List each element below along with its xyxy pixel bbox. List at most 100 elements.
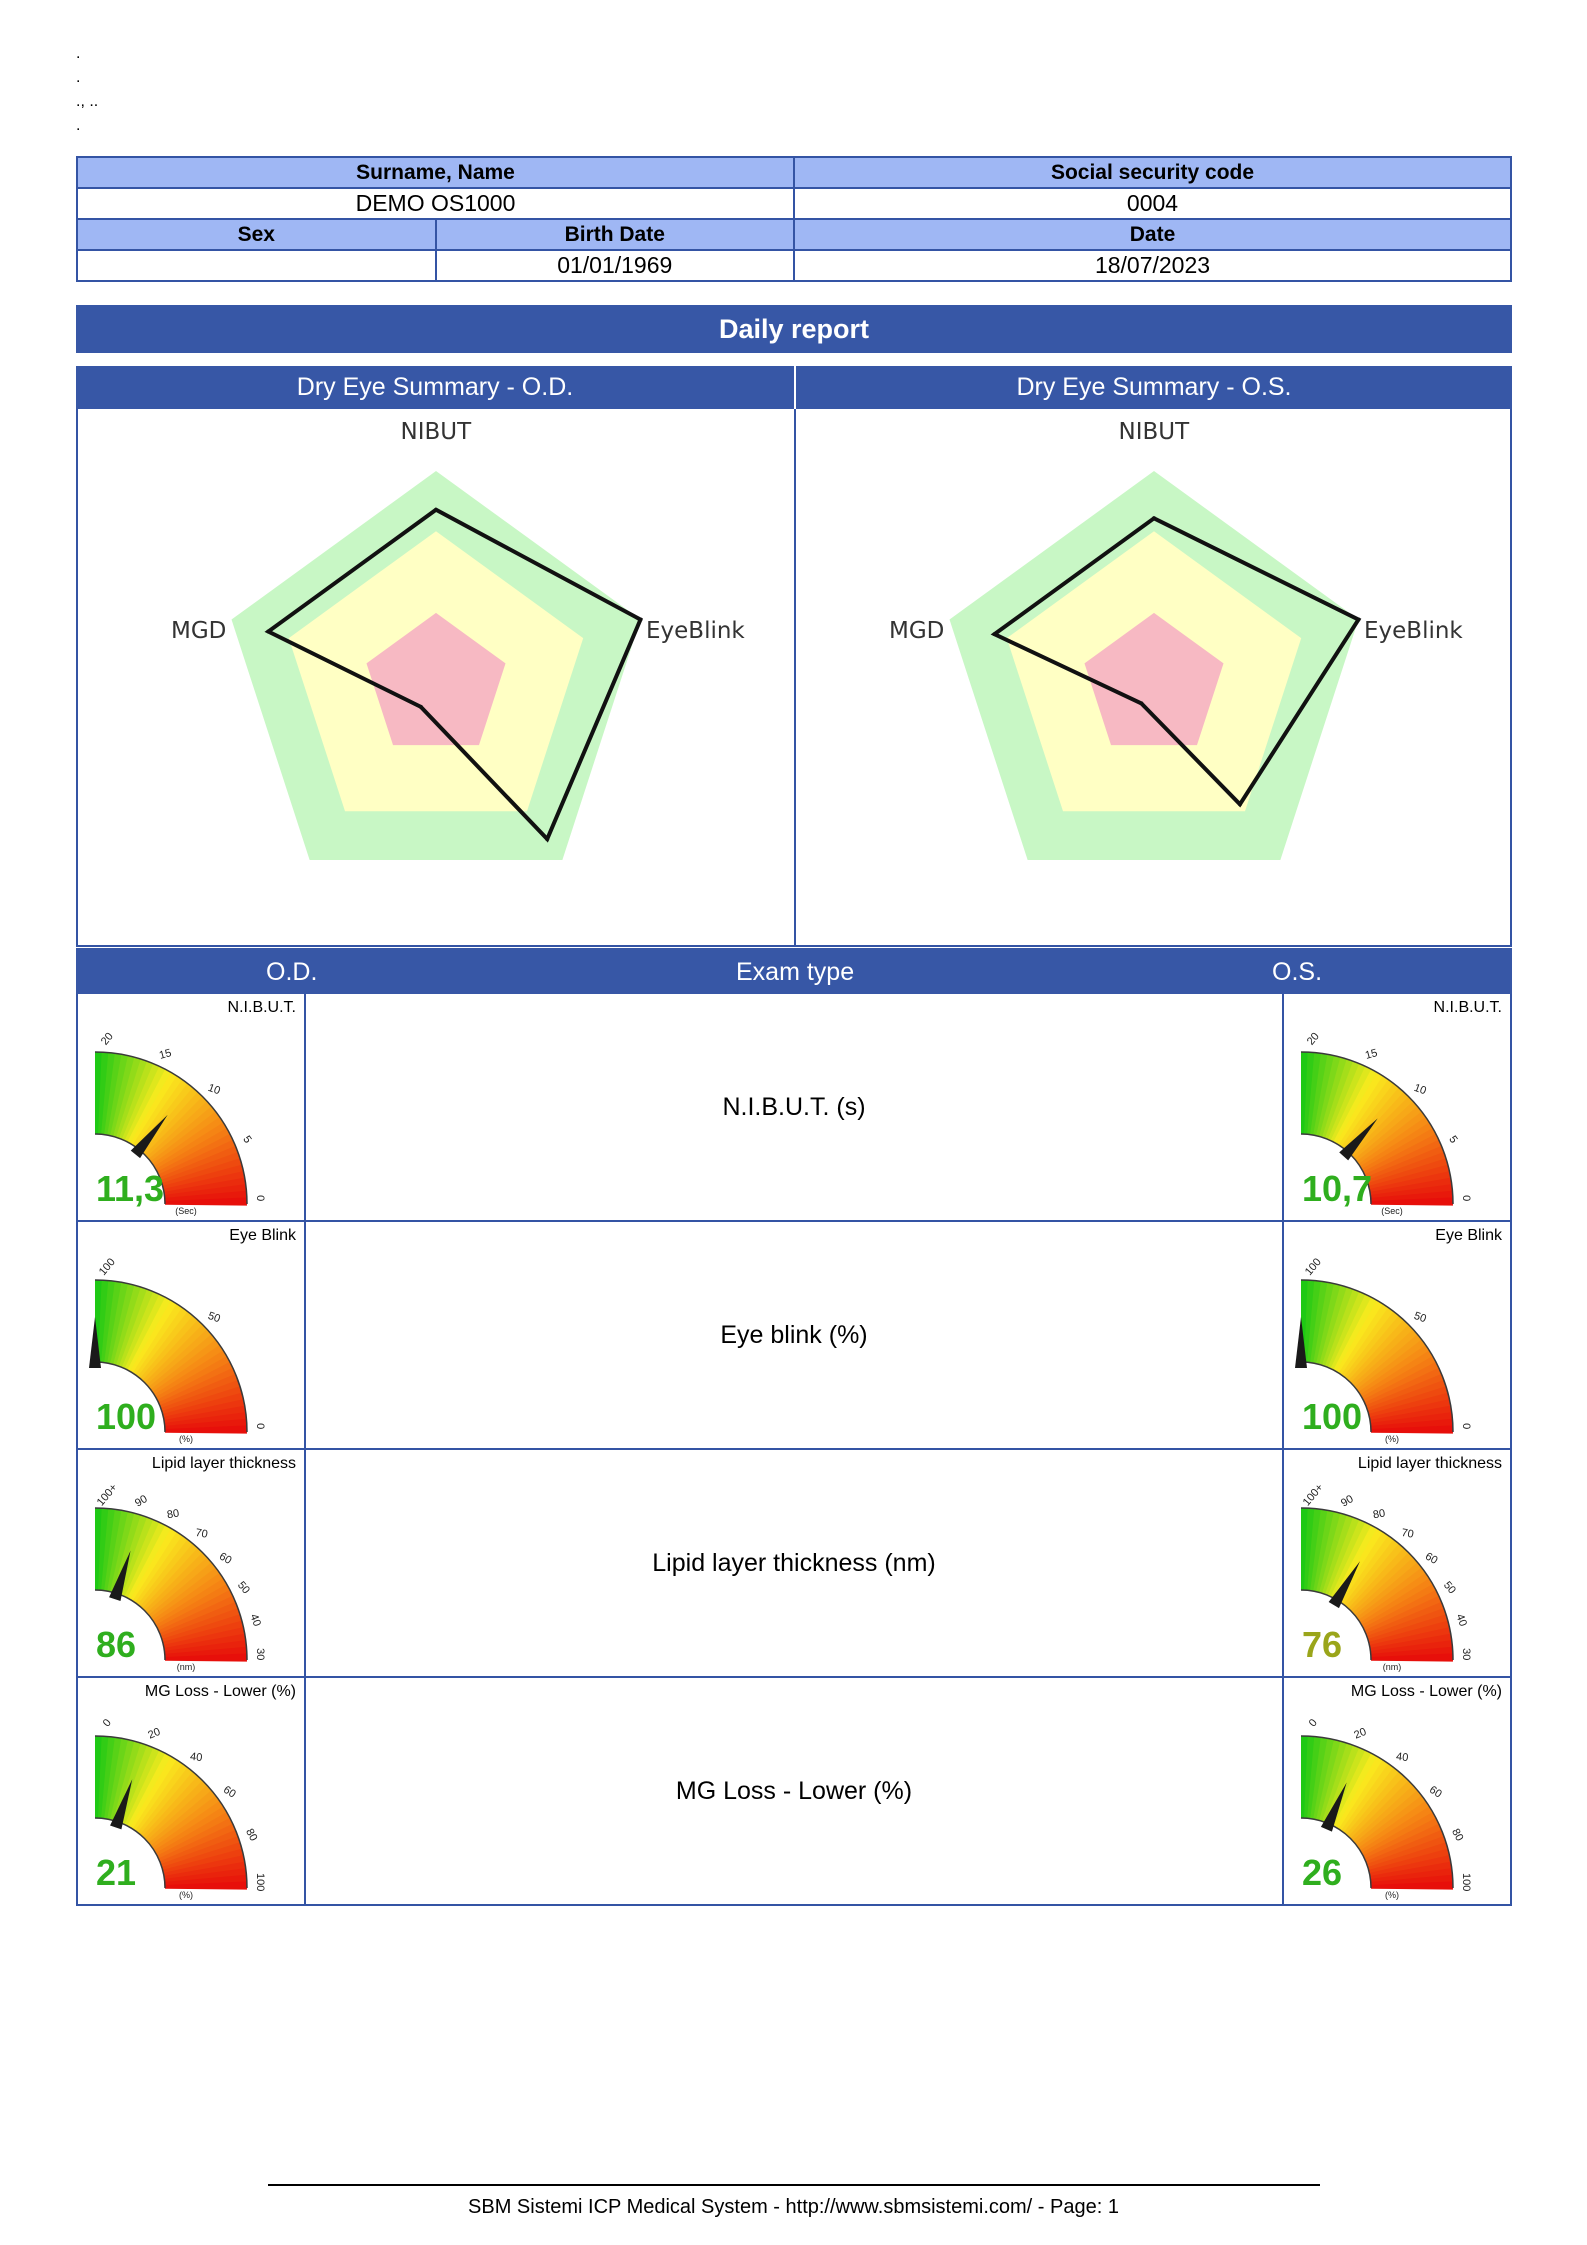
- gauge-rim: [1300, 1279, 1454, 1433]
- gauge-arc-segment: [139, 1315, 199, 1381]
- gauge-od: N.I.B.U.T. 20 15 10 5 0 (Sec) 11,3: [78, 994, 306, 1220]
- gauge-arc-segment: [163, 1177, 246, 1196]
- gauge-arc-segment: [1348, 1319, 1410, 1384]
- gauge-tick-label: 80: [166, 1507, 180, 1521]
- gauge-tick-label: 100+: [95, 1482, 120, 1509]
- gauge-arc-segment: [1363, 1133, 1440, 1176]
- gauge-arc-segment: [161, 1614, 243, 1643]
- gauge-title: Lipid layer thickness: [1357, 1455, 1502, 1472]
- gauge-arc-segment: [162, 1848, 244, 1874]
- gauge-arc-segment: [148, 1334, 217, 1390]
- radar-zone-red: [1084, 612, 1224, 746]
- gauge-arc-segment: [1343, 1083, 1400, 1151]
- gauge-arc-segment: [135, 1307, 189, 1377]
- gauge-value: 21: [96, 1852, 137, 1893]
- gauge-tick-label: 40: [247, 1612, 262, 1628]
- radar-chart-os: [949, 471, 1362, 860]
- radar-series-line: [264, 507, 644, 843]
- gauge-rim: [94, 1279, 248, 1433]
- header-mark: .: [76, 45, 81, 62]
- gauge-arc-segment: [159, 1145, 239, 1181]
- gauge-arc-segment: [1368, 1164, 1450, 1190]
- gauge-arc-segment: [1368, 1392, 1450, 1418]
- gauge-title: MG Loss - Lower (%): [144, 1683, 296, 1700]
- gauge-arc-segment: [155, 1584, 231, 1629]
- gauge-tick-label: 100+: [1301, 1482, 1326, 1509]
- gauge-tick-label: 10: [1412, 1082, 1428, 1097]
- gauge-arc-segment: [118, 1289, 155, 1368]
- gauge-rim: [94, 1133, 166, 1205]
- gauge-arc-segment: [1370, 1184, 1453, 1199]
- gauge-tick-label: 30: [254, 1648, 266, 1660]
- gauge-arc-segment: [164, 1425, 247, 1434]
- gauge-arc-segment: [1356, 1795, 1427, 1849]
- gauge-arc-segment: [1343, 1311, 1400, 1379]
- gauge-arc-segment: [161, 1842, 243, 1871]
- radar-zone-red: [366, 612, 506, 746]
- gauge-arc-segment: [150, 1339, 221, 1393]
- gauge-needle: [1295, 1317, 1307, 1368]
- gauge-arc-segment: [1319, 1057, 1349, 1138]
- gauge-arc-segment: [1343, 1539, 1400, 1607]
- gauge-arc-segment: [118, 1061, 155, 1140]
- gauge-arc-segment: [154, 1806, 228, 1854]
- gauge-arc-segment: [163, 1171, 245, 1193]
- gauge-tick-label: 50: [1412, 1310, 1428, 1325]
- gauge-arc-segment: [1338, 1759, 1390, 1832]
- summary-title-od: Dry Eye Summary - O.D.: [76, 366, 794, 409]
- gauge-dial: 0 20 40 60 80 100 (%): [94, 1717, 266, 1900]
- gauge-rim: [1300, 1507, 1454, 1661]
- gauge-needle: [109, 1550, 131, 1601]
- gauge-arc-segment: [1333, 1069, 1379, 1144]
- gauge-arc-segment: [1370, 1425, 1453, 1434]
- gauge-arc-segment: [1322, 1059, 1355, 1139]
- gauge-dial: 100 50 0 (%): [1295, 1256, 1472, 1444]
- gauge-arc-segment: [116, 1287, 149, 1367]
- gauge-arc-segment: [137, 1311, 194, 1379]
- gauge-arc-segment: [1366, 1836, 1447, 1868]
- gauge-arc-segment: [1348, 1547, 1410, 1612]
- gauge-tick-label: 40: [1453, 1612, 1468, 1628]
- gauge-arc-segment: [1336, 1300, 1385, 1374]
- radar-point: [266, 629, 271, 634]
- gauge-arc-segment: [1366, 1152, 1447, 1184]
- gauge-arc-segment: [1324, 1745, 1361, 1824]
- exam-row: Lipid layer thickness 100+ 90 80 70 60 50 40 30(…: [76, 1450, 1512, 1678]
- gauge-arc-segment: [146, 1101, 213, 1160]
- gauge-arc-segment: [162, 1392, 244, 1418]
- gauge-arc-segment: [1319, 1741, 1349, 1822]
- radar-point: [1139, 701, 1144, 706]
- gauge-arc-segment: [1365, 1829, 1445, 1865]
- gauge-rim: [94, 1507, 248, 1661]
- gauge-dial: 20 15 10 5 0 (Sec): [94, 1030, 266, 1216]
- gauge-arc-segment: [1358, 1116, 1431, 1168]
- gauge-tick-label: 60: [1427, 1784, 1444, 1801]
- gauge-tick-label: 40: [189, 1751, 202, 1764]
- gauge-arc-segment: [152, 1800, 225, 1852]
- dry-eye-summary: Dry Eye Summary - O.D. Dry Eye Summary -…: [76, 366, 1512, 972]
- gauge-arc-segment: [163, 1633, 246, 1652]
- gauge-arc-segment: [116, 1059, 149, 1139]
- gauge-arc-segment: [1367, 1386, 1449, 1415]
- gauge-unit-label: (%): [1385, 1890, 1399, 1900]
- od-header: O.D.: [266, 958, 318, 986]
- gauge-arc-segment: [161, 1386, 243, 1415]
- gauge-arc-segment: [132, 1759, 184, 1832]
- gauge-arc-segment: [1360, 1122, 1434, 1170]
- gauge-arc-segment: [1360, 1578, 1434, 1626]
- radar-chart-od: [231, 471, 644, 860]
- gauge-arc-segment: [1354, 1106, 1423, 1162]
- gauge-arc-segment: [1350, 1780, 1415, 1842]
- exam-name: MG Loss - Lower (%): [675, 1776, 913, 1805]
- gauge-arc-segment: [1360, 1350, 1434, 1398]
- gauge-arc-segment: [113, 1057, 143, 1138]
- gauge-arc-segment: [130, 1300, 179, 1374]
- gauge-arc-segment: [1363, 1361, 1440, 1404]
- gauge-title: N.I.B.U.T.: [1433, 999, 1502, 1016]
- gauge-arc-segment: [1369, 1177, 1452, 1196]
- gauge-arc-segment: [1370, 1197, 1453, 1206]
- gauge-arc-segment: [1363, 1589, 1440, 1632]
- exam-header: O.D. Exam type O.S.: [76, 948, 1512, 994]
- gauge-arc-segment: [1370, 1881, 1453, 1890]
- gauge-arc-segment: [159, 1829, 239, 1865]
